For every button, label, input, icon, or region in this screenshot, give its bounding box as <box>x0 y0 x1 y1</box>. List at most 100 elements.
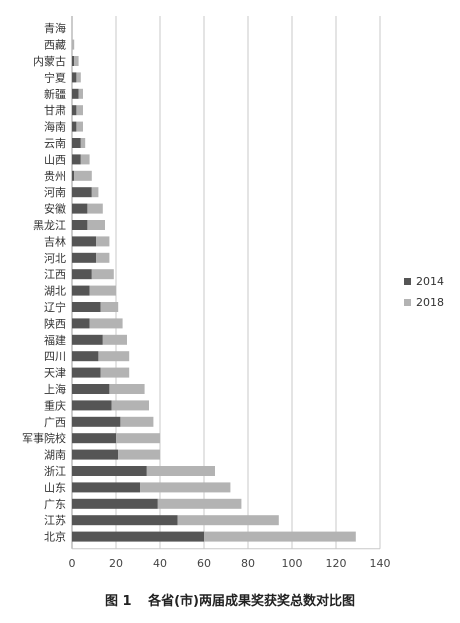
category-label: 河北 <box>44 252 66 265</box>
bar-segment-2018 <box>96 252 110 263</box>
bar-segment-2014 <box>72 56 75 66</box>
bar-segment-2018 <box>87 203 103 214</box>
bar-segment-2014 <box>72 138 81 148</box>
bar-segment-2014 <box>72 170 75 181</box>
bar-segment-2014 <box>72 466 147 476</box>
category-label: 福建 <box>44 333 66 347</box>
category-label: 宁夏 <box>44 70 66 84</box>
category-label: 安徽 <box>44 202 66 216</box>
value-axis: 0 20 40 60 80 100 120 140 <box>69 548 391 570</box>
x-tick-label: 0 <box>69 557 76 570</box>
category-label: 海南 <box>44 120 66 134</box>
bar-segment-2014 <box>72 515 178 526</box>
bar-segment-2014 <box>72 88 79 99</box>
bar-segment-2018 <box>140 482 231 493</box>
category-axis: 青海西藏内蒙古宁夏新疆甘肃海南云南山西贵州河南安徽黑龙江吉林河北江西湖北辽宁陕西… <box>22 21 66 543</box>
bar-segment-2014 <box>72 400 112 411</box>
category-label: 新疆 <box>44 87 66 101</box>
bar-segment-2014 <box>72 302 101 312</box>
legend-swatch <box>404 278 411 285</box>
bar-chart: 0 20 40 60 80 100 120 140 青海西藏内蒙古宁夏新疆甘肃海南云南山西贵州… <box>22 16 444 570</box>
bar-segment-2018 <box>76 105 83 116</box>
category-label: 湖北 <box>44 285 66 298</box>
legend-swatch <box>404 299 411 306</box>
bar-segment-2018 <box>80 154 90 165</box>
bar-segment-2014 <box>72 416 121 427</box>
bar-segment-2018 <box>204 531 356 542</box>
bar-segment-2018 <box>74 170 92 181</box>
bar-segment-2018 <box>98 351 130 362</box>
bar-segment-2018 <box>89 318 123 329</box>
category-label: 广东 <box>44 498 66 511</box>
category-label: 天津 <box>44 367 66 380</box>
category-label: 内蒙古 <box>33 54 66 68</box>
bar-segment-2014 <box>72 384 110 394</box>
figure-caption: 图 1 各省(市)两届成果奖获奖总数对比图 <box>0 590 460 609</box>
legend-label: 2018 <box>416 296 444 309</box>
bar-segment-2018 <box>78 88 83 99</box>
bar-segment-2018 <box>80 138 86 148</box>
bar-segment-2018 <box>91 187 99 198</box>
category-label: 山西 <box>44 153 66 166</box>
bar-segment-2014 <box>72 482 141 493</box>
bar-segment-2018 <box>89 285 116 296</box>
bar-segment-2018 <box>109 384 145 394</box>
x-tick-label: 80 <box>241 557 255 570</box>
bar-segment-2018 <box>102 334 127 345</box>
bar-segment-2014 <box>72 203 88 214</box>
category-label: 山东 <box>44 481 66 494</box>
bar-segment-2014 <box>72 72 77 83</box>
bar-segment-2018 <box>72 39 75 50</box>
category-label: 河南 <box>44 186 66 199</box>
legend: 2014 2018 <box>404 275 444 309</box>
category-label: 北京 <box>44 530 66 544</box>
bar-segment-2018 <box>111 400 149 411</box>
bar-segment-2014 <box>72 531 204 542</box>
bar-segment-2014 <box>72 318 90 329</box>
category-label: 重庆 <box>44 398 66 412</box>
bar-segment-2018 <box>116 433 160 444</box>
bar-segment-2014 <box>72 334 103 345</box>
bar-segment-2014 <box>72 105 77 116</box>
bars <box>72 39 356 542</box>
category-label: 四川 <box>44 350 66 363</box>
x-tick-label: 20 <box>109 557 123 570</box>
category-label: 陕西 <box>44 316 66 330</box>
bar-segment-2014 <box>72 220 88 230</box>
x-tick-label: 40 <box>153 557 167 570</box>
bar-segment-2014 <box>72 433 116 444</box>
bar-segment-2014 <box>72 449 119 460</box>
category-label: 贵州 <box>44 170 66 183</box>
bar-segment-2014 <box>72 252 97 263</box>
category-label: 云南 <box>44 137 66 150</box>
category-label: 吉林 <box>44 234 66 248</box>
category-label: 青海 <box>44 21 66 35</box>
bar-segment-2018 <box>177 515 279 526</box>
bar-segment-2014 <box>72 367 101 378</box>
bar-segment-2018 <box>100 367 130 378</box>
category-label: 军事院校 <box>22 431 66 445</box>
bar-segment-2014 <box>72 154 81 165</box>
bar-segment-2018 <box>76 121 83 132</box>
bar-segment-2014 <box>72 236 97 247</box>
category-label: 西藏 <box>44 39 66 52</box>
bar-segment-2018 <box>96 236 110 247</box>
bar-segment-2014 <box>72 121 77 132</box>
category-label: 上海 <box>44 382 66 396</box>
figure-number: 图 1 <box>105 594 132 609</box>
category-label: 江西 <box>44 268 66 281</box>
x-tick-label: 60 <box>197 557 211 570</box>
category-label: 辽宁 <box>44 300 66 314</box>
bar-segment-2014 <box>72 351 99 362</box>
bar-segment-2018 <box>74 56 79 66</box>
x-tick-label: 140 <box>370 557 391 570</box>
category-label: 江苏 <box>44 514 66 527</box>
bar-segment-2018 <box>157 498 242 509</box>
category-label: 甘肃 <box>44 104 66 117</box>
bar-segment-2018 <box>146 466 215 476</box>
bar-segment-2014 <box>72 269 92 280</box>
category-label: 黑龙江 <box>33 219 66 232</box>
bar-segment-2018 <box>118 449 160 460</box>
legend-label: 2014 <box>416 275 444 288</box>
bar-segment-2014 <box>72 285 90 296</box>
